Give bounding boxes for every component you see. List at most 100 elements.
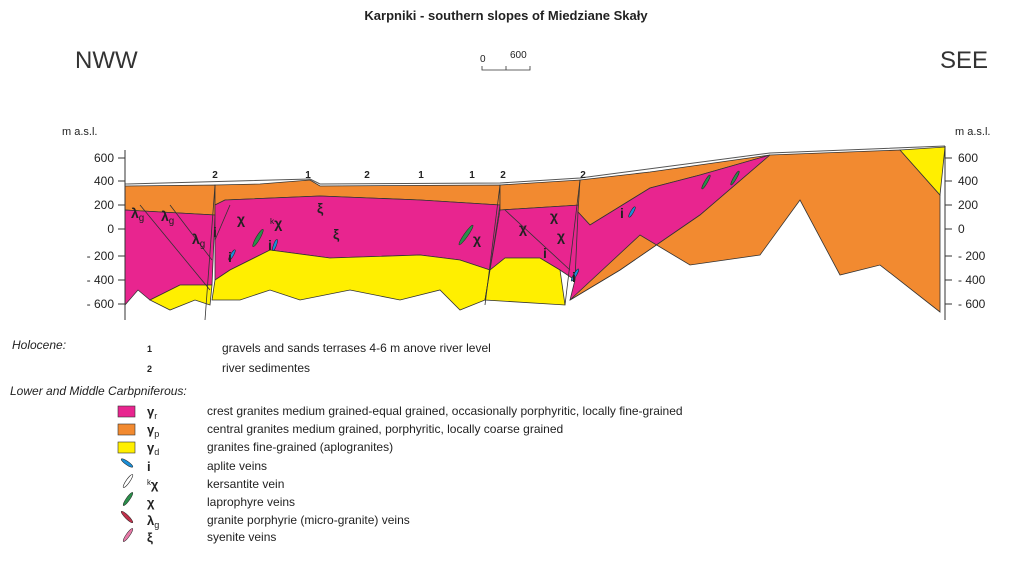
- symbol-sub: g: [139, 213, 144, 224]
- symbol-main: χ: [557, 228, 565, 244]
- swatch: [117, 405, 136, 418]
- symbol-main: ξ: [147, 530, 153, 545]
- symbol: χ: [557, 228, 565, 244]
- section-label: 2: [580, 170, 586, 181]
- symbol: χ: [237, 211, 245, 227]
- symbol-main: ξ: [317, 200, 324, 216]
- legend-symbol: 1: [147, 344, 152, 354]
- legend-heading: Holocene:: [12, 338, 66, 352]
- geology: [124, 145, 946, 321]
- symbol-main: χ: [237, 211, 245, 227]
- legend-heading: Lower and Middle Carbpniferous:: [10, 384, 187, 398]
- symbol: χ: [550, 208, 558, 224]
- symbol-sub: g: [169, 216, 174, 227]
- scale-end: 600: [510, 50, 527, 61]
- symbol-main: i: [213, 224, 217, 240]
- axis-tick-label: 600: [958, 151, 978, 165]
- fine-granite: [211, 249, 491, 311]
- symbol: i: [543, 245, 547, 261]
- fine-granite: [149, 284, 213, 311]
- axis-tick-label: 200: [958, 198, 978, 212]
- symbol-sub: r: [154, 411, 157, 421]
- vein-icon: [122, 492, 134, 506]
- legend-text: gravels and sands terrases 4-6 m anove r…: [222, 341, 491, 355]
- section-label: 2: [500, 170, 506, 181]
- legend-text: kersantite vein: [207, 477, 284, 491]
- symbol-sub: g: [154, 520, 159, 530]
- symbol-main: i: [620, 205, 624, 221]
- section-label: 2: [212, 170, 218, 181]
- scale-start: 0: [480, 54, 486, 65]
- vein: [228, 249, 236, 261]
- legend-symbol: 2: [147, 364, 152, 374]
- symbol-main: χ: [151, 477, 159, 492]
- symbol-main: χ: [147, 495, 155, 510]
- title: Karpniki - southern slopes of Miedziane …: [364, 8, 648, 23]
- swatch: [117, 441, 136, 454]
- axis-tick-label: 600: [94, 151, 114, 165]
- symbol-main: λ: [192, 231, 200, 247]
- axis-tick-label: - 400: [87, 273, 115, 287]
- axis-tick-label: 400: [94, 174, 114, 188]
- symbol: kχ: [270, 215, 282, 231]
- vein: [458, 224, 474, 246]
- symbol: i: [213, 224, 217, 240]
- axis-tick-label: 0: [958, 222, 965, 236]
- symbol: ξ: [333, 226, 340, 242]
- symbol: γp: [147, 422, 159, 439]
- fault: [139, 179, 581, 321]
- vein-icon: [122, 474, 134, 488]
- symbol: λg: [131, 205, 144, 224]
- symbol-sup: k: [147, 478, 151, 487]
- section-label: 1: [305, 170, 311, 181]
- axis-tick-label: - 400: [958, 273, 986, 287]
- vein: [272, 239, 278, 251]
- symbol: i: [147, 459, 151, 474]
- fine-granite: [899, 146, 946, 196]
- legend-text: laprophyre veins: [207, 495, 295, 509]
- symbol-sub: g: [200, 239, 205, 250]
- legend-text: central granites medium grained, porphyr…: [207, 422, 563, 436]
- vein: [730, 170, 740, 186]
- axis-tick-label: - 200: [958, 249, 986, 263]
- symbol-main: i: [268, 237, 272, 253]
- symbol-main: χ: [519, 220, 527, 236]
- vein-group: [252, 170, 740, 247]
- symbol-main: i: [228, 249, 232, 265]
- symbol: i: [268, 237, 272, 253]
- vein: [252, 229, 264, 247]
- vein: [571, 268, 579, 282]
- symbol: χ: [519, 220, 527, 236]
- legend-text: aplite veins: [207, 459, 267, 473]
- legend-text: syenite veins: [207, 530, 276, 544]
- axis-unit-right: m a.s.l.: [955, 126, 990, 138]
- axis-tick-label: 400: [958, 174, 978, 188]
- symbol: λg: [147, 513, 159, 530]
- right-direction: SEE: [940, 47, 988, 74]
- symbol-main: λ: [131, 205, 139, 221]
- symbol-sub: p: [154, 429, 159, 439]
- scale-bar: [481, 66, 531, 71]
- symbol: ξ: [317, 200, 324, 216]
- symbol-main: γ: [147, 440, 155, 455]
- symbol-main: χ: [274, 215, 282, 231]
- section-label: 1: [469, 170, 475, 181]
- legend-text: granites fine-grained (aplogranites): [207, 440, 393, 454]
- symbol-main: λ: [147, 513, 155, 528]
- swatch: [117, 423, 136, 436]
- axis-tick-label: - 200: [87, 249, 115, 263]
- central-granite: [569, 149, 941, 313]
- symbol: χ: [473, 231, 481, 247]
- symbol-main: γ: [147, 422, 155, 437]
- symbol-main: λ: [161, 208, 169, 224]
- symbol-main: χ: [550, 208, 558, 224]
- symbol: i: [620, 205, 624, 221]
- symbol-main: ξ: [333, 226, 340, 242]
- symbol: γr: [147, 404, 157, 421]
- symbol: kχ: [147, 477, 159, 492]
- symbol-main: χ: [473, 231, 481, 247]
- symbol: γd: [147, 440, 159, 457]
- symbol-main: i: [572, 269, 576, 285]
- symbol: λg: [192, 231, 205, 250]
